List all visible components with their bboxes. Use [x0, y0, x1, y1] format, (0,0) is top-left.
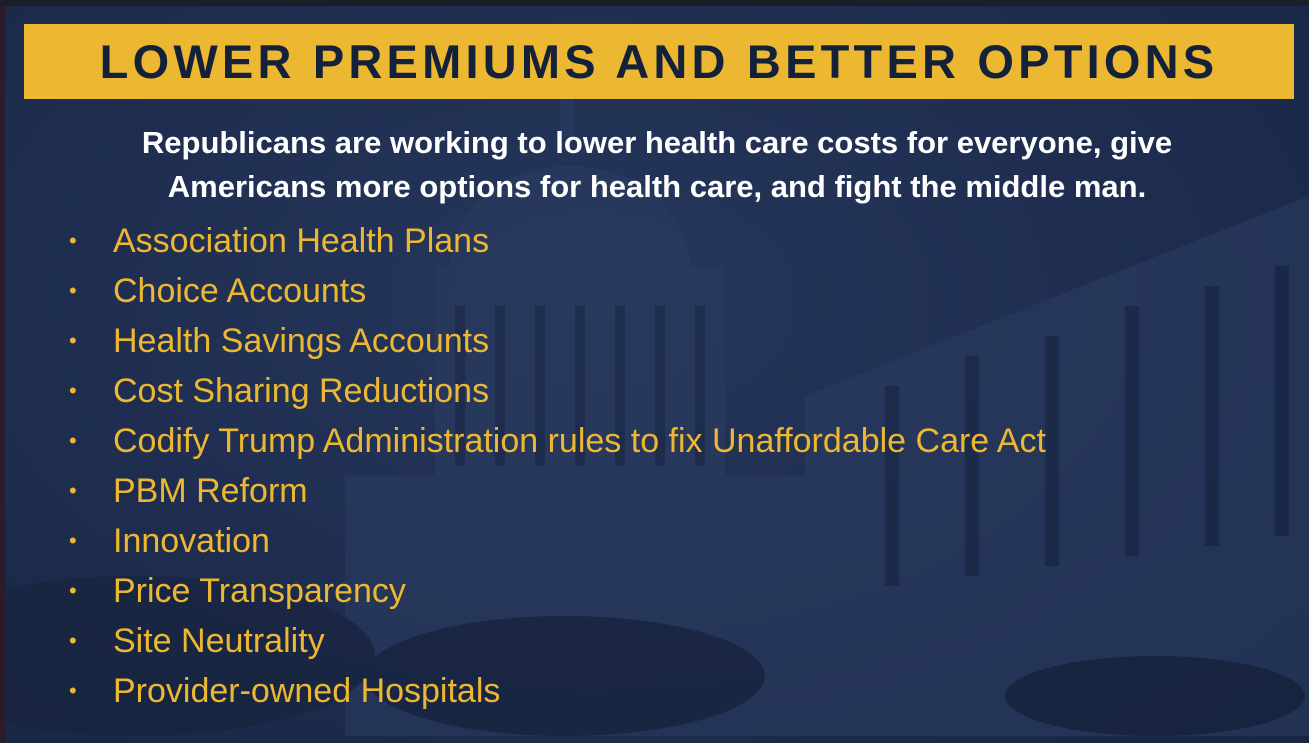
list-item-text: Site Neutrality — [113, 621, 325, 660]
list-item-text: Price Transparency — [113, 571, 406, 610]
list-item: • Site Neutrality — [69, 616, 1046, 666]
list-item: • Health Savings Accounts — [69, 316, 1046, 366]
list-item-text: Provider-owned Hospitals — [113, 671, 501, 710]
list-item: • Choice Accounts — [69, 266, 1046, 316]
window-edge-top — [0, 0, 1309, 6]
list-item: • Cost Sharing Reductions — [69, 366, 1046, 416]
bullet-icon: • — [69, 278, 77, 303]
list-item: • Innovation — [69, 516, 1046, 566]
bullet-icon: • — [69, 328, 77, 353]
title-banner: LOWER PREMIUMS AND BETTER OPTIONS — [24, 24, 1294, 99]
list-item-text: Health Savings Accounts — [113, 321, 490, 360]
list-item: • Association Health Plans — [69, 216, 1046, 266]
bullet-icon: • — [69, 678, 77, 703]
bullet-icon: • — [69, 428, 77, 453]
list-item-text: Cost Sharing Reductions — [113, 371, 490, 410]
list-item-text: Innovation — [113, 521, 270, 560]
window-edge-left — [0, 0, 5, 743]
list-item: • PBM Reform — [69, 466, 1046, 516]
list-item: • Price Transparency — [69, 566, 1046, 616]
slide: LOWER PREMIUMS AND BETTER OPTIONS Republ… — [5, 6, 1309, 743]
intro-line: Americans more options for health care, … — [167, 169, 1147, 204]
capitol-background-image — [5, 96, 1309, 736]
list-item: • Provider-owned Hospitals — [69, 666, 1046, 716]
bullet-icon: • — [69, 628, 77, 653]
list-item-text: Association Health Plans — [113, 221, 490, 260]
bullet-icon: • — [69, 528, 77, 553]
list-item-text: Choice Accounts — [113, 271, 367, 310]
intro-text: Republicans are working to lower health … — [5, 121, 1309, 209]
bullet-icon: • — [69, 478, 77, 503]
bullet-icon: • — [69, 578, 77, 603]
bullet-list: • Association Health Plans • Choice Accoun… — [69, 216, 1046, 716]
list-item: • Codify Trump Administration rules to fi… — [69, 416, 1046, 466]
bullet-icon: • — [69, 378, 77, 403]
slide-title: LOWER PREMIUMS AND BETTER OPTIONS — [99, 35, 1219, 88]
list-item-text: PBM Reform — [113, 471, 308, 510]
list-item-text: Codify Trump Administration rules to fix… — [113, 421, 1046, 460]
bullet-icon: • — [69, 228, 77, 253]
intro-line: Republicans are working to lower health … — [141, 125, 1173, 160]
